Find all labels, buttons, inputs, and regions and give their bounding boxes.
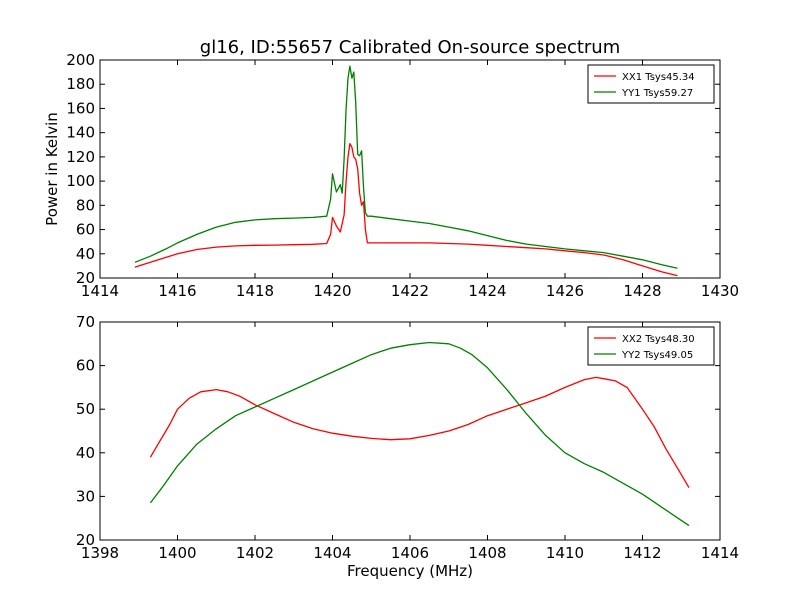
y-tick-label: 60 [76,357,95,375]
legend-label: YY1 Tsys59.27 [621,88,693,99]
y-tick-label: 120 [66,148,95,166]
legend: XX2 Tsys48.30 YY2 Tsys49.05 [587,326,715,366]
series-line-1 [149,376,690,489]
top-panel: 1414 1416 1418 1420 1422 1424 1426 1428 1430 20 40… [43,51,739,300]
x-tick-label: 1408 [468,544,506,562]
x-tick-label: 1422 [391,282,429,300]
y-tick-label: 50 [76,400,95,418]
y-tick-label: 70 [76,313,95,331]
legend-box [587,64,715,104]
y-tick-label: 20 [76,269,95,287]
legend-label: YY2 Tsys49.05 [621,350,693,361]
x-axis-label: Frequency (MHz) [347,562,473,580]
x-tick-label: 1428 [623,282,661,300]
y-tick-label: 180 [66,75,95,93]
x-tick-label: 1400 [158,544,196,562]
series-group [134,65,678,277]
y-tick-label: 20 [76,531,95,549]
series-line-1 [134,142,678,277]
x-tick-label: 1424 [468,282,506,300]
x-tick-label: 1402 [236,544,274,562]
y-tick-label: 30 [76,487,95,505]
y-tick-label: 200 [66,51,95,69]
bottom-panel: 1398 1400 1402 1404 1406 1408 1410 1412 1414 20 30… [76,313,739,580]
x-tick-label: 1404 [313,544,351,562]
x-tick-label: 1426 [546,282,584,300]
series-line-2 [149,341,690,527]
x-tick-label: 1420 [313,282,351,300]
legend-label: XX2 Tsys48.30 [622,334,695,345]
legend-box [587,326,715,366]
y-axis-label: Power in Kelvin [43,112,61,226]
y-tick-label: 80 [76,196,95,214]
series-line-2 [134,65,678,269]
x-tick-label: 1414 [81,282,119,300]
y-tick-label: 100 [66,172,95,190]
legend-label: XX1 Tsys45.34 [622,72,695,83]
y-tick-label: 40 [76,444,95,462]
x-tick-label: 1418 [236,282,274,300]
x-tick-label: 1406 [391,544,429,562]
y-tick-label: 140 [66,124,95,142]
x-tick-label: 1398 [81,544,119,562]
x-tick-label: 1430 [701,282,739,300]
y-tick-label: 160 [66,99,95,117]
chart-title: gl16, ID:55657 Calibrated On-source spec… [200,37,620,58]
y-tick-label: 60 [76,221,95,239]
x-tick-label: 1412 [623,544,661,562]
x-tick-label: 1414 [701,544,739,562]
x-tick-label: 1410 [546,544,584,562]
series-group [149,341,690,527]
y-tick-label: 40 [76,245,95,263]
legend: XX1 Tsys45.34 YY1 Tsys59.27 [587,64,715,104]
x-tick-label: 1416 [158,282,196,300]
